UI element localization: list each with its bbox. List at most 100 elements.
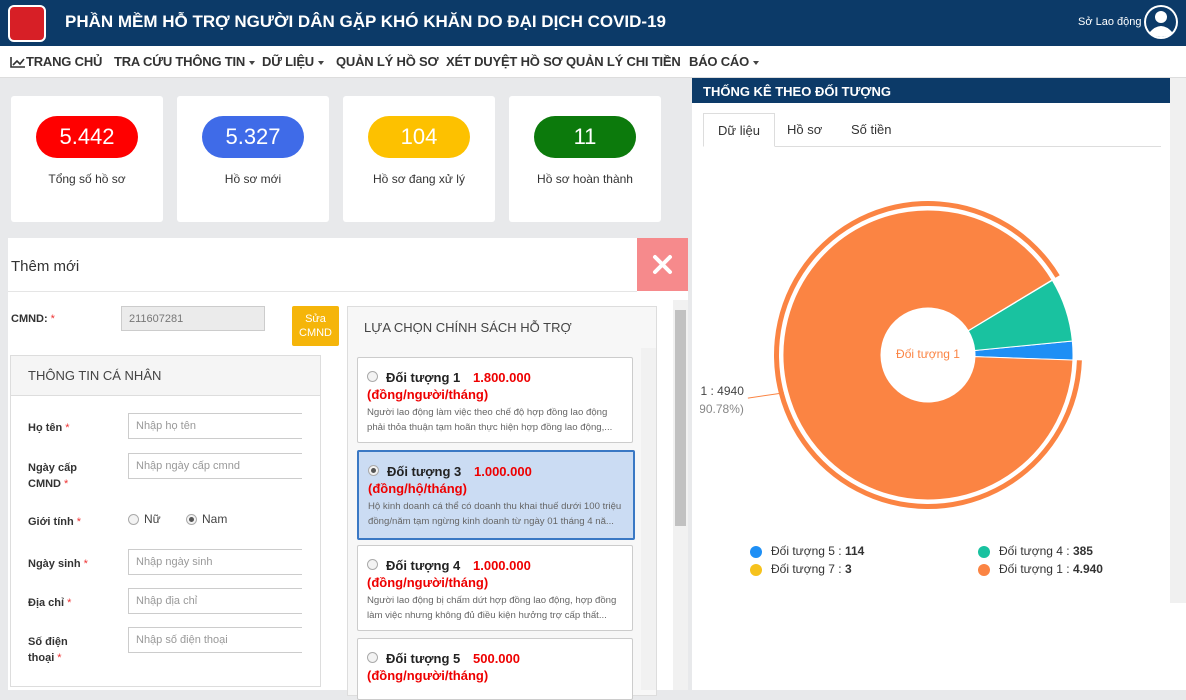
legend-text: : xyxy=(1063,562,1073,576)
legend-marker xyxy=(750,546,762,558)
radio[interactable] xyxy=(128,514,139,525)
callout-label: Đối tượng 1 : 4940 xyxy=(700,384,744,398)
policy-name: Đối tượng 4 xyxy=(386,558,461,573)
legend-entry[interactable]: Đối tượng 5 : 114 xyxy=(771,544,865,558)
divider xyxy=(8,291,637,292)
tab[interactable]: Số tiền xyxy=(851,122,892,137)
policy-name: Đối tượng 3 xyxy=(387,464,462,479)
user-name[interactable]: Sở Lao động xyxy=(1078,16,1142,28)
nav-label: QUẢN LÝ HỒ SƠ xyxy=(336,54,439,69)
legend-entry[interactable]: Đối tượng 7 : 3 xyxy=(771,562,852,576)
caret xyxy=(318,60,324,65)
legend-text: 4.940 xyxy=(1073,562,1103,576)
nav-bar: TRANG CHỦ TRA CỨU THÔNG TIN DỮ LIỆU QUẢN LÝ… xyxy=(0,46,1186,78)
caret xyxy=(249,60,256,65)
tab[interactable]: Hồ sơ xyxy=(787,122,823,137)
label-text: Giới tính xyxy=(28,516,74,528)
legend-text: 385 xyxy=(1073,544,1093,558)
legend-text: Đối tượng 1 xyxy=(999,562,1063,576)
legend-entry[interactable]: Đối tượng 1 : 4.940 xyxy=(999,562,1103,576)
radio[interactable] xyxy=(367,371,378,382)
nav-item[interactable]: TRA CỨU THÔNG TIN xyxy=(114,54,256,69)
policy-desc: Người lao động làm việc theo chế độ hợp … xyxy=(367,407,613,433)
nav-item[interactable]: QUẢN LÝ CHI TIỀN xyxy=(566,54,681,69)
donut-chart: Đối tượng 1 Đối tượng 1 : 4940 (90.78%) Đối… xyxy=(700,201,1103,576)
nav-item[interactable]: DỮ LIỆU xyxy=(262,54,324,69)
text-input[interactable]: Nhập ngày sinh xyxy=(128,549,302,575)
nav-label: QUẢN LÝ CHI TIỀN xyxy=(566,54,681,69)
policy-name: Đối tượng 5 xyxy=(386,651,461,666)
legend-text: : xyxy=(835,544,845,558)
label-text: Ngày sinh xyxy=(28,558,81,570)
nav-item[interactable]: QUẢN LÝ HỒ SƠ xyxy=(336,54,439,69)
panel-header xyxy=(11,356,320,396)
legend-entry[interactable]: Đối tượng 4 : 385 xyxy=(999,544,1093,558)
policy-unit: (đồng/hộ/tháng) xyxy=(368,481,467,496)
callout-percent: (90.78%) xyxy=(700,402,744,416)
tab[interactable]: Dữ liệu xyxy=(703,113,775,147)
personal-panel xyxy=(10,355,321,687)
radio[interactable] xyxy=(367,652,378,663)
required-mark: * xyxy=(67,597,72,609)
legend-text: : xyxy=(1063,544,1073,558)
nav-item[interactable]: TRANG CHỦ xyxy=(26,54,102,69)
nav-item[interactable]: BÁO CÁO xyxy=(689,54,759,69)
text-input[interactable]: Nhập ngày cấp cmnd xyxy=(128,453,302,479)
text-input[interactable]: Nhập số điện thoại xyxy=(128,627,302,653)
policy-item[interactable]: Đối tượng 5 500.000 (đồng/người/tháng) xyxy=(357,638,633,700)
radio[interactable] xyxy=(367,559,378,570)
nav-label: TRA CỨU THÔNG TIN xyxy=(114,54,246,69)
legend-marker xyxy=(978,564,990,576)
nav-label: TRANG CHỦ xyxy=(26,54,103,69)
required-mark: * xyxy=(83,558,88,570)
text-input[interactable]: Nhập địa chỉ xyxy=(128,588,302,614)
stat-card: 104 Hồ sơ đang xử lý xyxy=(343,96,495,222)
field-label: Họ tên * xyxy=(28,420,98,436)
section-title: THÔNG TIN CÁ NHÂN xyxy=(28,368,162,383)
scrollbar[interactable] xyxy=(641,348,656,690)
scroll-thumb[interactable] xyxy=(675,310,686,526)
label-text: Ngày cấp CMND xyxy=(28,462,77,490)
scroll-track xyxy=(1170,78,1186,603)
app-title: PHẦN MỀM HỖ TRỢ NGƯỜI DÂN GẶP KHÓ KHĂN D… xyxy=(65,12,666,31)
nav-item[interactable]: XÉT DUYỆT HỒ SƠ xyxy=(446,54,563,69)
stat-card: 5.327 Hồ sơ mới xyxy=(177,96,329,222)
panel-title: THỐNG KÊ THEO ĐỐI TƯỢNG xyxy=(703,84,891,99)
callout-line xyxy=(747,392,782,399)
policy-name: Đối tượng 1 xyxy=(386,370,461,385)
panel-title-bar xyxy=(692,78,1170,103)
center-label: Đối tượng 1 xyxy=(896,347,960,361)
policy-item[interactable]: Đối tượng 4 1.000.000 (đồng/người/tháng) Ng… xyxy=(357,545,633,631)
stat-label: Hồ sơ hoàn thành xyxy=(537,172,633,186)
policy-item[interactable]: Đối tượng 3 1.000.000 (đồng/hộ/tháng) Hộ ki… xyxy=(357,450,635,540)
legend-text: Đối tượng 5 xyxy=(771,544,835,558)
policy-amount: 1.000.000 xyxy=(473,558,531,573)
legend-text: 3 xyxy=(845,562,852,576)
policy-unit: (đồng/người/tháng) xyxy=(367,668,489,683)
close-button[interactable] xyxy=(637,238,688,291)
required-mark: * xyxy=(57,652,62,664)
cmnd-label: CMND: * xyxy=(11,313,55,325)
nav-label: DỮ LIỆU xyxy=(262,54,314,69)
stat-value: 11 xyxy=(534,116,636,158)
nav-label: XÉT DUYỆT HỒ SƠ xyxy=(446,54,563,69)
policy-amount: 1.800.000 xyxy=(473,370,531,385)
text-input[interactable]: Nhập họ tên xyxy=(128,413,302,439)
avatar[interactable] xyxy=(1142,3,1180,41)
policy-item[interactable]: Đối tượng 1 1.800.000 (đồng/người/tháng) Ng… xyxy=(357,357,633,443)
cmnd-input[interactable]: 211607281 xyxy=(121,306,265,331)
stat-value: 5.442 xyxy=(36,116,138,158)
stat-value: 104 xyxy=(368,116,470,158)
policy-desc: Hộ kinh doanh cá thể có doanh thu khai t… xyxy=(368,501,622,527)
field-label: Ngày sinh * xyxy=(28,556,98,572)
legend-text: Đối tượng 4 xyxy=(999,544,1063,558)
logo[interactable] xyxy=(8,5,46,42)
legend-text: Đối tượng 7 xyxy=(771,562,835,576)
stat-card: 11 Hồ sơ hoàn thành xyxy=(509,96,661,222)
pie-slice xyxy=(782,209,1074,501)
edit-cmnd-button[interactable]: Sửa CMND xyxy=(292,306,339,346)
radio[interactable] xyxy=(186,514,197,525)
radio[interactable] xyxy=(368,465,379,476)
legend-marker xyxy=(750,564,762,576)
